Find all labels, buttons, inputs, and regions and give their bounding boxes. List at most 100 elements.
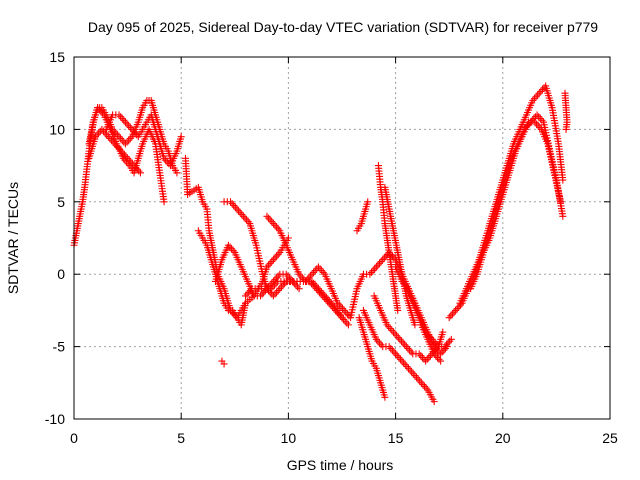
- data-point: [372, 263, 380, 271]
- data-point: [177, 133, 185, 141]
- data-point: [402, 343, 410, 351]
- data-point: [238, 210, 246, 218]
- data-point: [274, 286, 282, 294]
- data-point: [537, 87, 545, 95]
- data-point: [387, 344, 395, 352]
- x-tick-label: 5: [177, 430, 185, 446]
- data-point: [421, 382, 429, 390]
- data-point: [376, 339, 384, 347]
- data-point: [389, 328, 397, 336]
- data-point: [310, 268, 318, 276]
- data-point: [367, 268, 375, 276]
- data-point: [414, 375, 422, 383]
- series-arc-9: [218, 357, 228, 368]
- data-point: [419, 381, 427, 389]
- y-tick-label: -5: [53, 339, 66, 355]
- data-point: [101, 129, 109, 137]
- data-point: [559, 212, 567, 220]
- data-point: [123, 120, 131, 128]
- data-point: [409, 370, 417, 378]
- data-point: [447, 335, 455, 343]
- data-point: [233, 205, 241, 213]
- data-point: [273, 252, 281, 260]
- data-point: [235, 207, 243, 215]
- data-point: [413, 373, 421, 381]
- data-point: [266, 259, 274, 267]
- data-point: [392, 350, 400, 358]
- data-point: [448, 310, 456, 318]
- data-point: [385, 343, 393, 351]
- data-point: [422, 357, 430, 365]
- chart-title: Day 095 of 2025, Sidereal Day-to-day VTE…: [88, 19, 598, 35]
- series-arc-16: [355, 314, 389, 401]
- data-point: [435, 355, 443, 363]
- data-point: [263, 212, 271, 220]
- data-point: [117, 134, 125, 142]
- data-point: [536, 115, 544, 123]
- data-point: [396, 355, 404, 363]
- series-arc-4: [85, 125, 144, 177]
- series-arc-20: [402, 285, 455, 351]
- series-arc-13: [353, 198, 372, 235]
- data-point: [268, 258, 276, 266]
- series-arc-6: [194, 227, 250, 329]
- data-point: [132, 163, 140, 171]
- data-point: [123, 138, 131, 146]
- data-point: [273, 288, 281, 296]
- y-tick-label: 5: [57, 194, 65, 210]
- series-arc-22: [456, 111, 567, 307]
- data-point: [269, 220, 277, 228]
- data-point: [377, 341, 385, 349]
- data-point: [423, 355, 431, 363]
- data-point: [380, 254, 388, 262]
- data-point: [242, 299, 250, 307]
- x-tick-label: 0: [70, 430, 78, 446]
- data-point: [374, 261, 382, 269]
- data-point: [381, 393, 389, 401]
- data-point: [437, 350, 445, 358]
- data-point: [450, 308, 458, 316]
- plot-frame: [73, 56, 611, 420]
- data-point: [406, 346, 414, 354]
- series-arc-24: [561, 89, 571, 133]
- data-point: [411, 321, 419, 329]
- data-point: [404, 364, 412, 372]
- series-arc-11: [263, 212, 346, 322]
- data-point: [376, 259, 384, 267]
- data-point: [271, 254, 279, 262]
- data-point: [339, 305, 347, 313]
- data-point: [425, 353, 433, 361]
- data-point: [295, 285, 303, 293]
- data-point: [227, 198, 235, 206]
- x-tick-label: 10: [281, 430, 297, 446]
- data-point: [400, 359, 408, 367]
- data-point: [340, 315, 348, 323]
- series-arc-8: [220, 198, 303, 300]
- series-arc-21: [445, 82, 567, 322]
- data-point: [366, 270, 374, 278]
- data-point: [228, 200, 236, 208]
- data-point: [538, 86, 546, 94]
- y-tick-label: -10: [45, 411, 65, 427]
- data-point: [430, 398, 438, 406]
- data-point: [415, 350, 423, 358]
- data-point: [273, 223, 281, 231]
- data-point: [559, 176, 567, 184]
- data-point: [266, 216, 274, 224]
- data-point: [220, 360, 228, 368]
- y-axis-label: SDTVAR / TECUs: [5, 182, 21, 294]
- data-point: [241, 214, 249, 222]
- data-point: [411, 372, 419, 380]
- data-point: [121, 118, 129, 126]
- x-tick-label: 15: [388, 430, 404, 446]
- x-tick-label: 25: [602, 430, 618, 446]
- data-point: [306, 272, 314, 280]
- data-point: [377, 258, 385, 266]
- data-point: [379, 256, 387, 264]
- data-point: [271, 290, 279, 298]
- data-point: [118, 115, 126, 123]
- data-point: [318, 267, 326, 275]
- data-point: [120, 116, 128, 124]
- data-point: [393, 352, 401, 360]
